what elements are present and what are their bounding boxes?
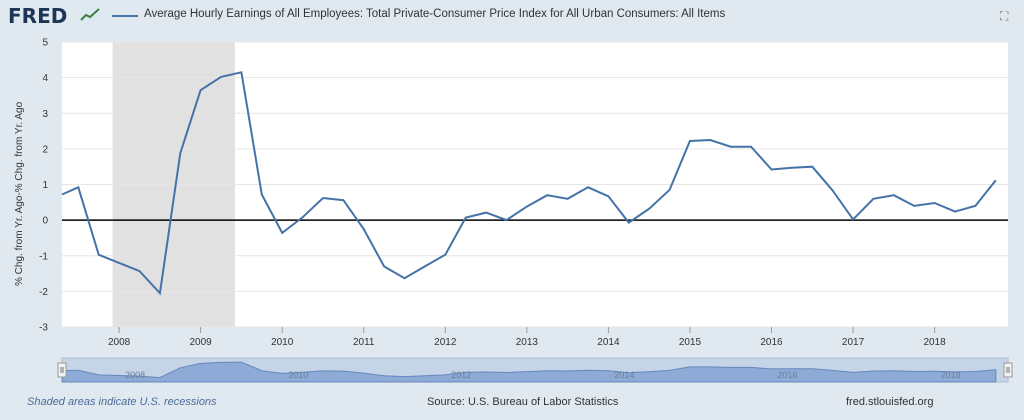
x-tick-label: 2011 xyxy=(353,337,375,348)
site-link[interactable]: fred.stlouisfed.org xyxy=(846,396,934,408)
y-tick-label: 5 xyxy=(42,38,48,49)
navigator-label: 2018 xyxy=(941,370,961,380)
navigator-label: 2012 xyxy=(451,370,471,380)
y-tick-label: 2 xyxy=(42,144,48,155)
navigator-label: 2014 xyxy=(614,370,634,380)
header: FRED Average Hourly Earnings of All Empl… xyxy=(0,0,1024,34)
navigator-handle-right[interactable] xyxy=(1003,362,1013,378)
navigator-label: 2016 xyxy=(778,370,798,380)
series-legend-label: Average Hourly Earnings of All Employees… xyxy=(144,8,726,20)
x-tick-label: 2016 xyxy=(760,337,783,348)
fullscreen-icon[interactable]: ⛶ xyxy=(1000,9,1009,23)
series-line xyxy=(61,71,997,296)
recessions-note[interactable]: Shaded areas indicate U.S. recessions xyxy=(27,396,217,408)
legend-line xyxy=(112,15,138,17)
fred-graph-icon xyxy=(79,6,101,22)
x-tick-label: 2008 xyxy=(108,337,131,348)
y-tick-label: -1 xyxy=(39,251,48,262)
x-tick-label: 2015 xyxy=(679,337,702,348)
y-tick-label: 4 xyxy=(42,73,48,84)
y-tick-label: 0 xyxy=(42,216,48,227)
navigator-series xyxy=(61,361,997,383)
navigator-label: 2008 xyxy=(125,370,145,380)
x-tick-label: 2010 xyxy=(271,337,294,348)
x-tick-label: 2017 xyxy=(842,337,865,348)
x-tick-label: 2014 xyxy=(597,337,620,348)
x-tick-label: 2012 xyxy=(434,337,457,348)
y-tick-label: -2 xyxy=(39,287,48,298)
y-tick-label: -3 xyxy=(39,323,48,334)
fred-logo[interactable]: FRED xyxy=(8,4,68,28)
y-tick-label: 3 xyxy=(42,109,48,120)
x-tick-label: 2009 xyxy=(190,337,213,348)
navigator-label: 2010 xyxy=(288,370,308,380)
y-tick-label: 1 xyxy=(42,180,48,191)
x-tick-label: 2018 xyxy=(923,337,946,348)
x-tick-label: 2013 xyxy=(516,337,539,348)
navigator-handle-left[interactable] xyxy=(57,362,67,378)
source-text: Source: U.S. Bureau of Labor Statistics xyxy=(427,396,619,408)
